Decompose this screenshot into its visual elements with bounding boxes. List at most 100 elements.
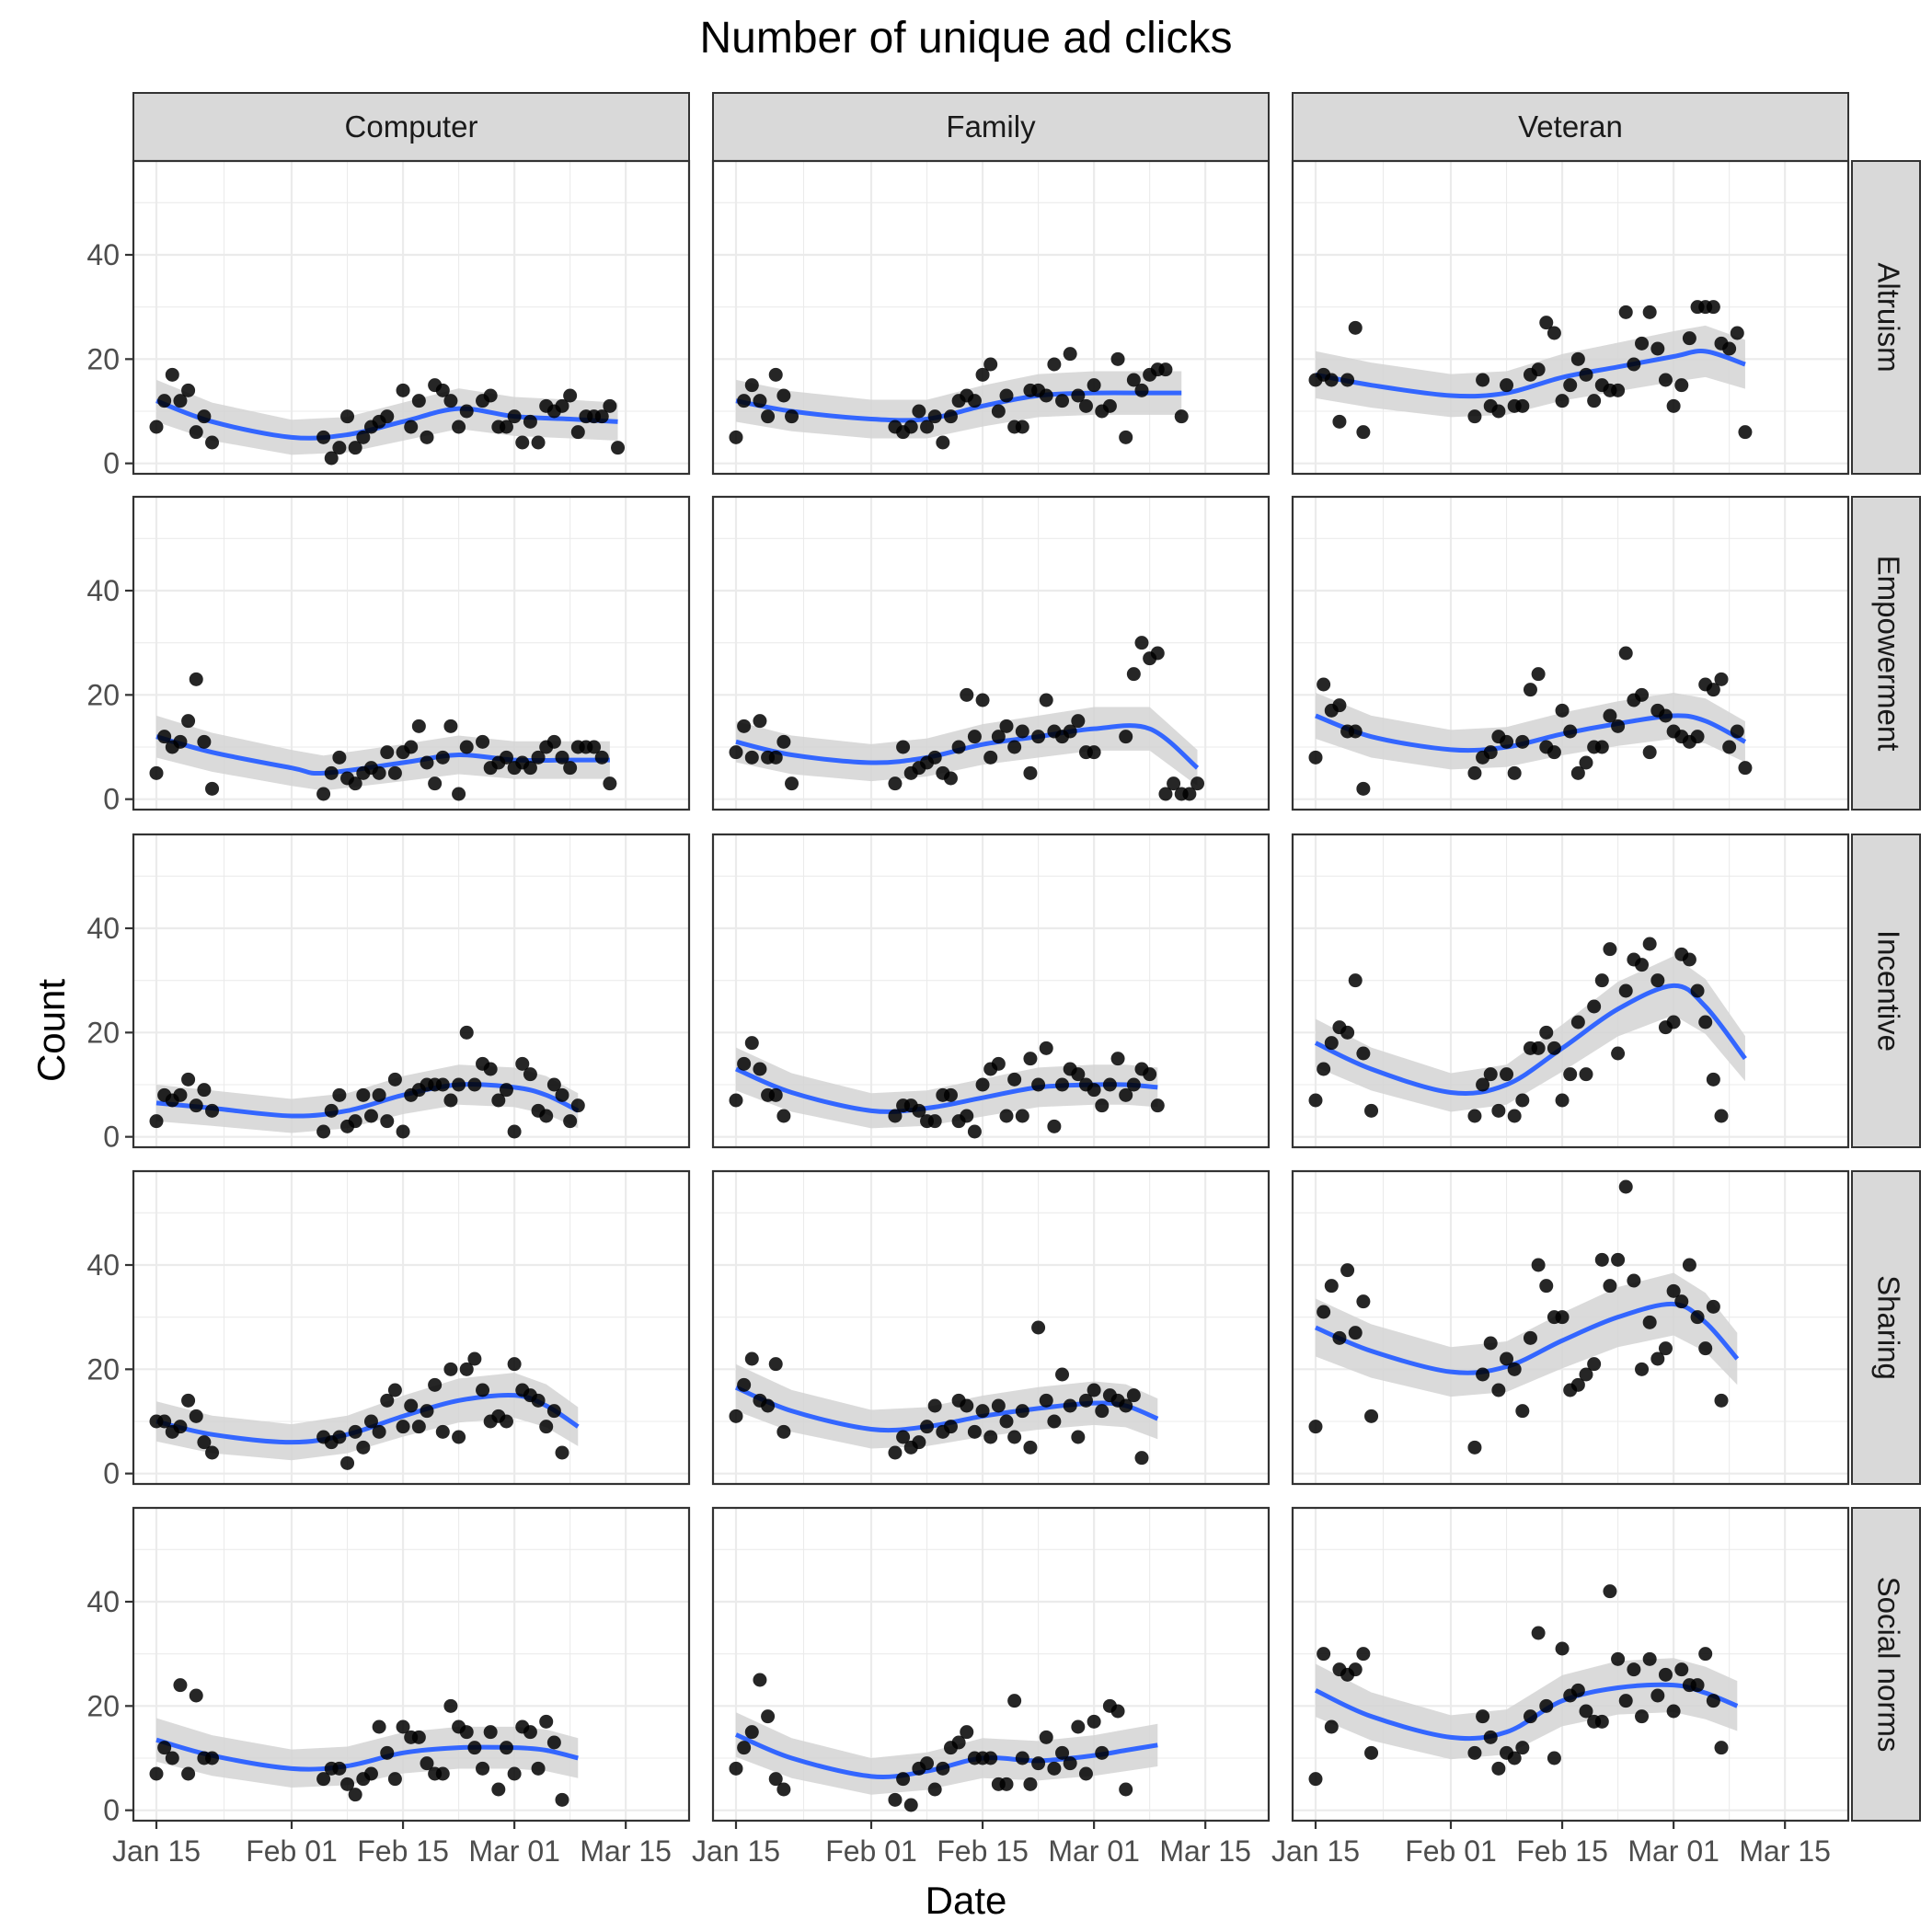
data-point (380, 1745, 395, 1760)
facet-strip-computer (132, 92, 690, 162)
data-point (1698, 1341, 1713, 1356)
data-point (563, 388, 578, 403)
data-point (1563, 724, 1578, 739)
data-point (1047, 357, 1062, 372)
data-point (1539, 1279, 1554, 1294)
data-point (459, 1362, 474, 1376)
data-point (785, 409, 799, 424)
data-point (555, 1087, 569, 1102)
data-point (1015, 420, 1029, 434)
data-point (563, 1114, 578, 1129)
panel-border (1291, 495, 1850, 811)
data-point (1706, 1694, 1720, 1708)
data-point (539, 1420, 554, 1434)
data-point (927, 1398, 942, 1413)
data-point (903, 1798, 918, 1812)
panel-border (1291, 1506, 1850, 1823)
data-point (1587, 1357, 1602, 1372)
panel-veteran-social-norms (1291, 1506, 1850, 1823)
data-point (356, 1440, 371, 1455)
data-point (983, 750, 998, 765)
data-point (316, 430, 331, 444)
data-point (1039, 388, 1053, 403)
data-point (737, 394, 752, 408)
x-tick-label: Feb 01 (825, 1834, 917, 1868)
data-point (967, 394, 982, 408)
data-point (1007, 1072, 1022, 1087)
data-point (197, 1083, 212, 1098)
data-point (1690, 1678, 1705, 1693)
data-point (1095, 1404, 1110, 1419)
data-point (1570, 351, 1585, 366)
data-point (546, 1735, 561, 1750)
data-point (1143, 1067, 1157, 1082)
data-point (499, 750, 513, 765)
data-point (768, 750, 783, 765)
panel-border (132, 495, 691, 811)
data-point (1348, 973, 1363, 988)
data-point (761, 1709, 776, 1724)
panel-computer-social-norms (132, 1506, 691, 1823)
data-point (428, 1377, 443, 1392)
data-point (189, 425, 203, 440)
panel-background (1293, 497, 1848, 810)
data-point (1611, 1651, 1626, 1666)
data-point (555, 750, 569, 765)
data-point (181, 1393, 196, 1408)
data-point (420, 430, 434, 444)
data-point (348, 776, 362, 791)
data-point (452, 1430, 466, 1444)
data-point (1642, 745, 1657, 760)
x-tick-label: Feb 15 (1516, 1834, 1608, 1868)
data-point (1658, 1667, 1673, 1682)
data-point (467, 1741, 482, 1755)
data-point (991, 730, 1006, 744)
data-point (991, 404, 1006, 419)
data-point (920, 420, 935, 434)
panel-border (711, 1506, 1271, 1823)
data-point (967, 1424, 982, 1439)
data-point (531, 750, 546, 765)
data-point (555, 1445, 569, 1460)
data-point (1047, 1414, 1062, 1429)
data-point (531, 1393, 546, 1408)
data-point (531, 1761, 546, 1776)
data-point (411, 1420, 426, 1434)
y-tick-label: 40 (86, 1585, 120, 1618)
data-point (1618, 646, 1633, 661)
data-point (1642, 305, 1657, 319)
y-tick-label: 0 (103, 1457, 120, 1490)
data-point (1579, 755, 1593, 770)
data-point (363, 1766, 378, 1781)
facet-strip-label: Veteran (1518, 109, 1623, 144)
data-point (1063, 1398, 1077, 1413)
data-point (1666, 1704, 1681, 1719)
data-point (603, 776, 617, 791)
data-point (967, 1124, 982, 1139)
panel-family-sharing (711, 1169, 1271, 1486)
data-point (1119, 730, 1133, 744)
data-point (348, 1424, 362, 1439)
data-point (912, 1435, 926, 1450)
data-point (316, 1772, 331, 1787)
data-point (452, 787, 466, 801)
data-point (1547, 1041, 1561, 1055)
facet-strip-empowerment (1851, 496, 1921, 811)
data-point (951, 1735, 966, 1750)
data-point (1531, 362, 1546, 377)
data-point (1467, 765, 1482, 780)
data-point (1023, 1440, 1038, 1455)
x-tick-label: Mar 01 (1048, 1834, 1140, 1868)
data-point (1507, 1362, 1522, 1376)
data-point (1523, 1330, 1537, 1345)
data-point (380, 409, 395, 424)
data-point (1738, 425, 1753, 440)
x-tick-label: Mar 01 (468, 1834, 560, 1868)
data-point (1507, 1109, 1522, 1123)
data-point (157, 394, 172, 408)
data-point (404, 420, 419, 434)
data-point (1126, 667, 1141, 682)
panel-veteran-altruism (1291, 159, 1850, 476)
data-point (387, 765, 402, 780)
data-point (396, 1719, 410, 1734)
